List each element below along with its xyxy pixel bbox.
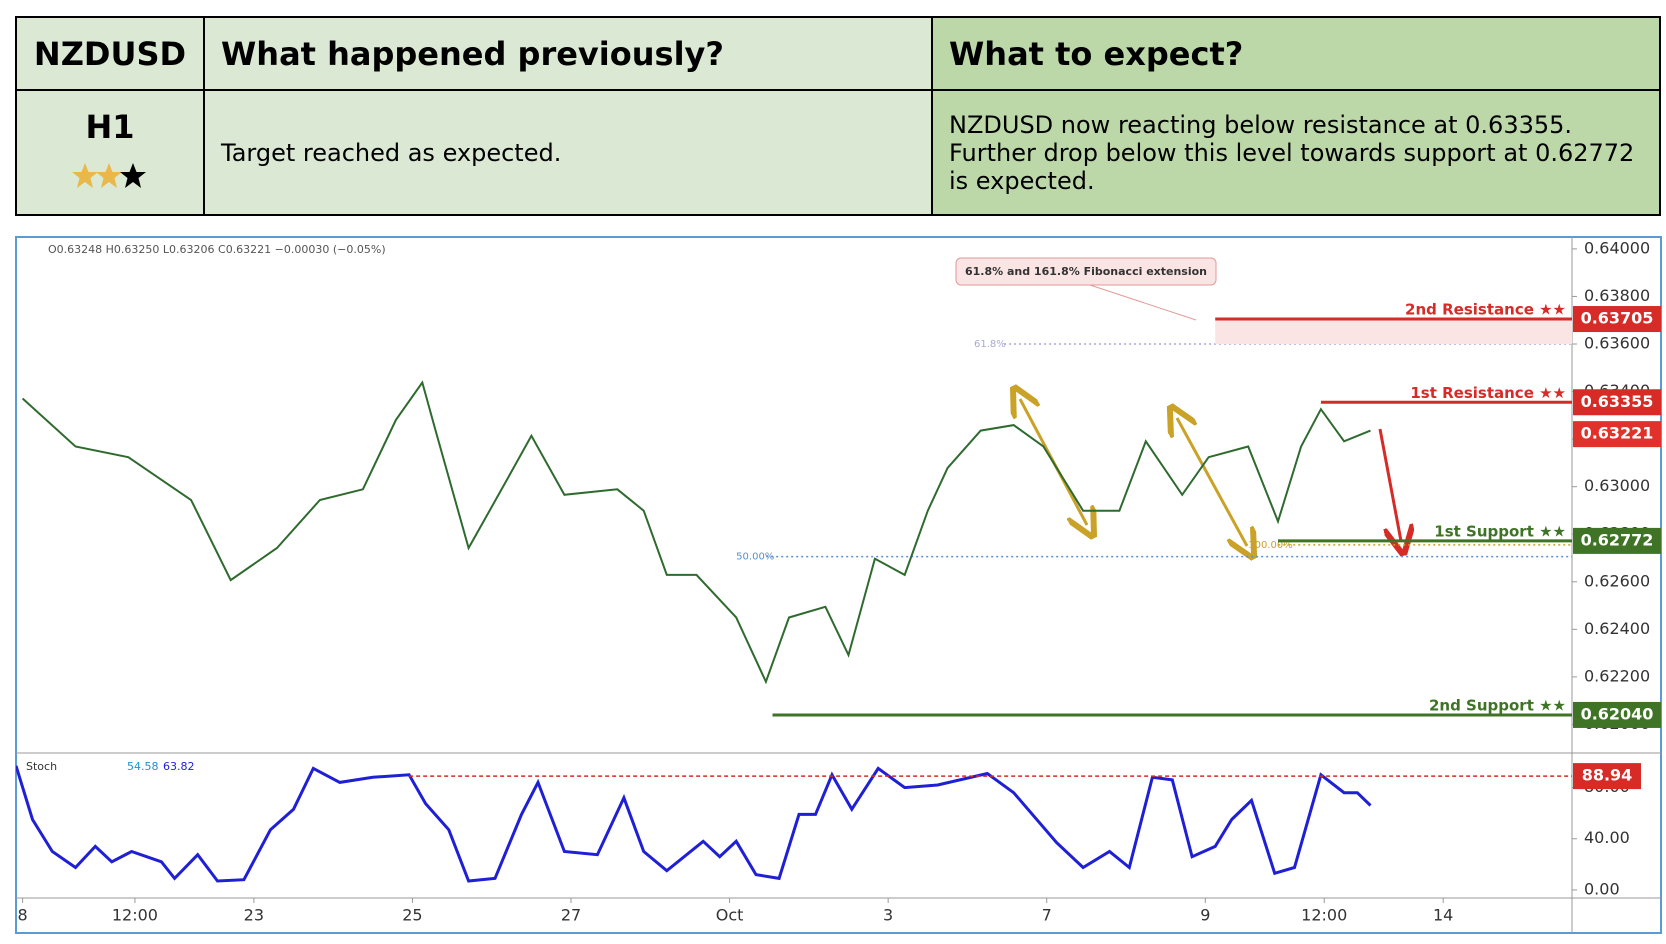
stoch-name: Stoch xyxy=(26,760,57,773)
level-name: 2nd Support ★★ xyxy=(1429,696,1566,714)
x-tick-label: 23 xyxy=(244,906,264,925)
stoch-level-tag xyxy=(1573,763,1641,790)
timeframe-cell: H1 xyxy=(15,89,205,216)
stoch-tick-label: 40.00 xyxy=(1584,828,1630,847)
price-line xyxy=(21,380,1371,685)
info-table: NZDUSD What happened previously? What to… xyxy=(15,16,1661,216)
stoch-line xyxy=(16,765,1372,883)
expect-header: What to expect? xyxy=(931,16,1661,91)
x-tick-label: 3 xyxy=(883,906,893,925)
stoch-reading: 54.58 xyxy=(127,760,159,773)
fib-label: 50.00% xyxy=(736,552,774,563)
x-tick-label: 12:00 xyxy=(112,906,158,925)
y-tick-label: 0.63000 xyxy=(1584,476,1650,495)
stoch-reading: 63.82 xyxy=(163,760,195,773)
x-tick-label: 7 xyxy=(1042,906,1052,925)
y-tick-label: 0.62400 xyxy=(1584,619,1650,638)
expect-line: Further drop below this level towards su… xyxy=(949,138,1635,167)
stars xyxy=(72,162,146,188)
previous-text: Target reached as expected. xyxy=(203,89,933,216)
fib-label: 61.8% xyxy=(974,339,1006,350)
fib-label: 100.00% xyxy=(1248,540,1293,551)
expect-line: NZDUSD now reacting below resistance at … xyxy=(949,110,1573,139)
fib-callout xyxy=(955,257,1217,321)
x-tick-label: 14 xyxy=(1433,906,1453,925)
level-name: 1st Support ★★ xyxy=(1434,522,1566,540)
level-tag-label: 0.63355 xyxy=(1581,392,1654,411)
level-tag xyxy=(1573,389,1661,416)
level-tag-label: 0.62772 xyxy=(1581,530,1654,549)
x-tick-label: 8 xyxy=(18,906,28,925)
x-tick-label: 12:00 xyxy=(1301,906,1347,925)
callout-text: 61.8% and 161.8% Fibonacci extension xyxy=(965,265,1207,278)
expect-text: NZDUSD now reacting below resistance at … xyxy=(931,89,1661,216)
level-name: 2nd Resistance ★★ xyxy=(1405,301,1566,319)
current-tag xyxy=(1573,421,1661,448)
current-tag-label: 0.63221 xyxy=(1581,424,1654,443)
level-tag xyxy=(1573,701,1661,728)
chart-frame xyxy=(15,236,1662,934)
resistance-zone xyxy=(1215,319,1572,345)
level-tag xyxy=(1573,527,1661,554)
symbol: NZDUSD xyxy=(15,16,205,91)
x-tick-label: 25 xyxy=(402,906,422,925)
level-tag-label: 0.63705 xyxy=(1581,309,1654,328)
x-tick-label: 9 xyxy=(1200,906,1210,925)
timeframe: H1 xyxy=(85,107,135,146)
y-tick-label: 0.62600 xyxy=(1584,571,1650,590)
expect-line: is expected. xyxy=(949,166,1095,195)
x-tick-label: 27 xyxy=(561,906,581,925)
ohlc-info: O0.63248 H0.63250 L0.63206 C0.63221 −0.0… xyxy=(48,243,386,256)
level-tag-label: 0.62040 xyxy=(1581,704,1654,723)
stoch-level-label: 88.94 xyxy=(1582,766,1633,785)
previous-header: What happened previously? xyxy=(203,16,933,91)
level-name: 1st Resistance ★★ xyxy=(1410,384,1566,402)
y-tick-label: 0.63600 xyxy=(1584,334,1650,353)
y-tick-label: 0.64000 xyxy=(1584,238,1650,257)
level-tag xyxy=(1573,306,1661,333)
star-icons xyxy=(72,162,146,188)
y-tick-label: 0.62200 xyxy=(1584,666,1650,685)
x-tick-label: Oct xyxy=(716,906,744,925)
y-tick-label: 0.63800 xyxy=(1584,286,1650,305)
stoch-tick-label: 0.00 xyxy=(1584,879,1620,898)
